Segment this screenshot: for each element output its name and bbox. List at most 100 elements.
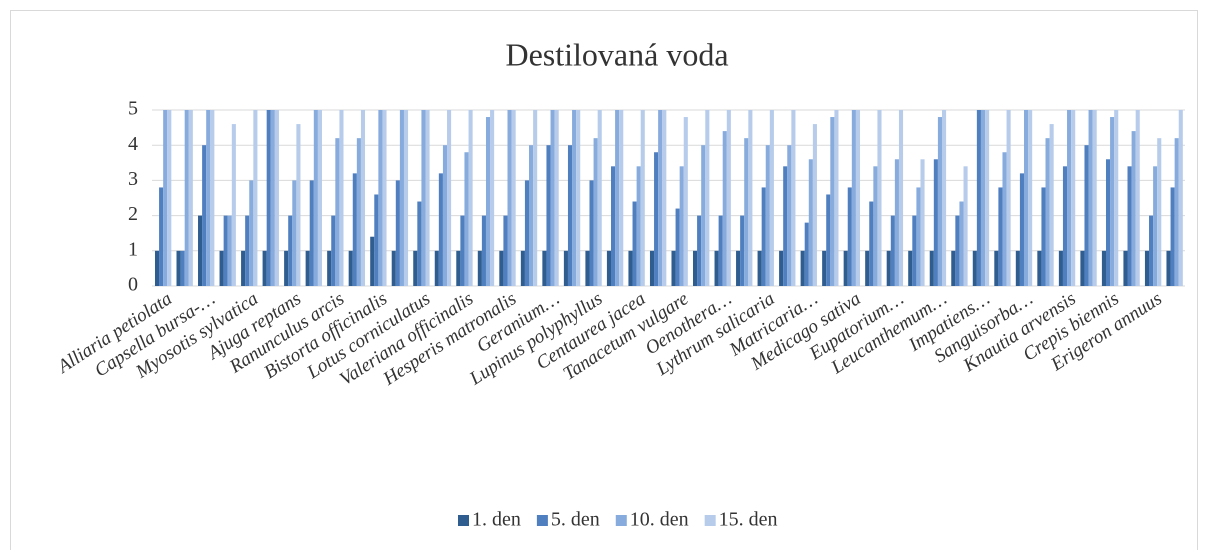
bar — [503, 215, 508, 286]
bar — [378, 110, 383, 286]
bar — [851, 110, 856, 286]
y-tick-label: 0 — [128, 274, 138, 296]
bar — [697, 215, 702, 286]
bar — [288, 215, 293, 286]
bar — [812, 124, 817, 286]
bar — [937, 117, 942, 286]
bar — [606, 250, 612, 286]
bar — [1062, 166, 1068, 286]
bar — [1023, 110, 1029, 286]
bar — [572, 110, 577, 286]
bar — [955, 215, 960, 286]
bar — [886, 250, 891, 286]
bar — [266, 110, 271, 286]
bar — [1135, 110, 1140, 286]
bar — [425, 110, 430, 286]
bar — [980, 110, 986, 286]
bar — [611, 166, 616, 286]
bar — [317, 110, 322, 286]
y-tick-label: 4 — [128, 133, 138, 155]
bar — [370, 236, 375, 286]
bar — [219, 250, 224, 286]
bar — [769, 110, 774, 286]
bar — [658, 110, 663, 286]
bar — [714, 250, 719, 286]
bar — [245, 215, 250, 286]
bar — [360, 110, 366, 286]
bar — [933, 159, 938, 286]
bar — [554, 110, 559, 286]
bar — [951, 250, 956, 286]
bar — [511, 110, 516, 286]
bar — [567, 145, 573, 286]
bar — [740, 215, 745, 286]
bar — [693, 250, 698, 286]
bar — [1092, 110, 1097, 286]
bar — [1114, 110, 1119, 286]
bar — [292, 180, 297, 286]
bar — [356, 138, 361, 286]
bar — [447, 110, 452, 286]
bar — [736, 250, 741, 286]
bar — [576, 110, 581, 286]
bar — [615, 110, 620, 286]
bar — [1037, 250, 1042, 286]
legend-label: 15. den — [719, 509, 778, 531]
bar — [188, 110, 193, 286]
bar — [284, 250, 289, 286]
bar — [490, 110, 495, 286]
bar — [1127, 166, 1132, 286]
bar — [176, 250, 181, 286]
bar — [847, 187, 852, 286]
bar — [1049, 124, 1054, 286]
bar — [894, 159, 899, 286]
bar — [779, 250, 784, 286]
bar — [877, 110, 882, 286]
bar — [1041, 187, 1046, 286]
bar — [550, 110, 555, 286]
bar — [1131, 131, 1136, 286]
bar — [1110, 117, 1115, 286]
bar — [722, 131, 727, 286]
bar — [1067, 110, 1072, 286]
bar — [1101, 250, 1106, 286]
bar — [873, 166, 878, 286]
bar — [701, 145, 706, 286]
bar — [249, 180, 254, 286]
bar — [941, 110, 947, 286]
bar — [456, 250, 461, 286]
bar — [826, 194, 831, 286]
bar — [636, 166, 641, 286]
bar — [972, 250, 977, 286]
bar — [460, 215, 465, 286]
bar — [998, 187, 1003, 286]
bar — [843, 250, 848, 286]
bar — [585, 250, 590, 286]
bar — [331, 215, 336, 286]
bar — [804, 222, 809, 286]
bar — [761, 187, 766, 286]
bar — [589, 180, 594, 286]
bar — [869, 201, 874, 286]
bar — [335, 138, 340, 286]
bar — [485, 117, 491, 286]
bar — [206, 110, 211, 286]
bar — [180, 250, 185, 286]
bar — [679, 166, 684, 286]
legend-label: 1. den — [472, 509, 521, 531]
bar — [654, 152, 659, 286]
bar — [963, 166, 968, 286]
bar — [830, 117, 835, 286]
bar — [1123, 250, 1128, 286]
bar — [374, 194, 379, 286]
bar — [705, 110, 710, 286]
bar — [1071, 110, 1076, 286]
bar — [1080, 250, 1085, 286]
legend-swatch — [704, 515, 716, 526]
bar — [671, 250, 676, 286]
bar — [1153, 166, 1158, 286]
chart-title: Destilovaná voda — [505, 36, 728, 72]
bar — [274, 110, 279, 286]
bar — [524, 180, 530, 286]
